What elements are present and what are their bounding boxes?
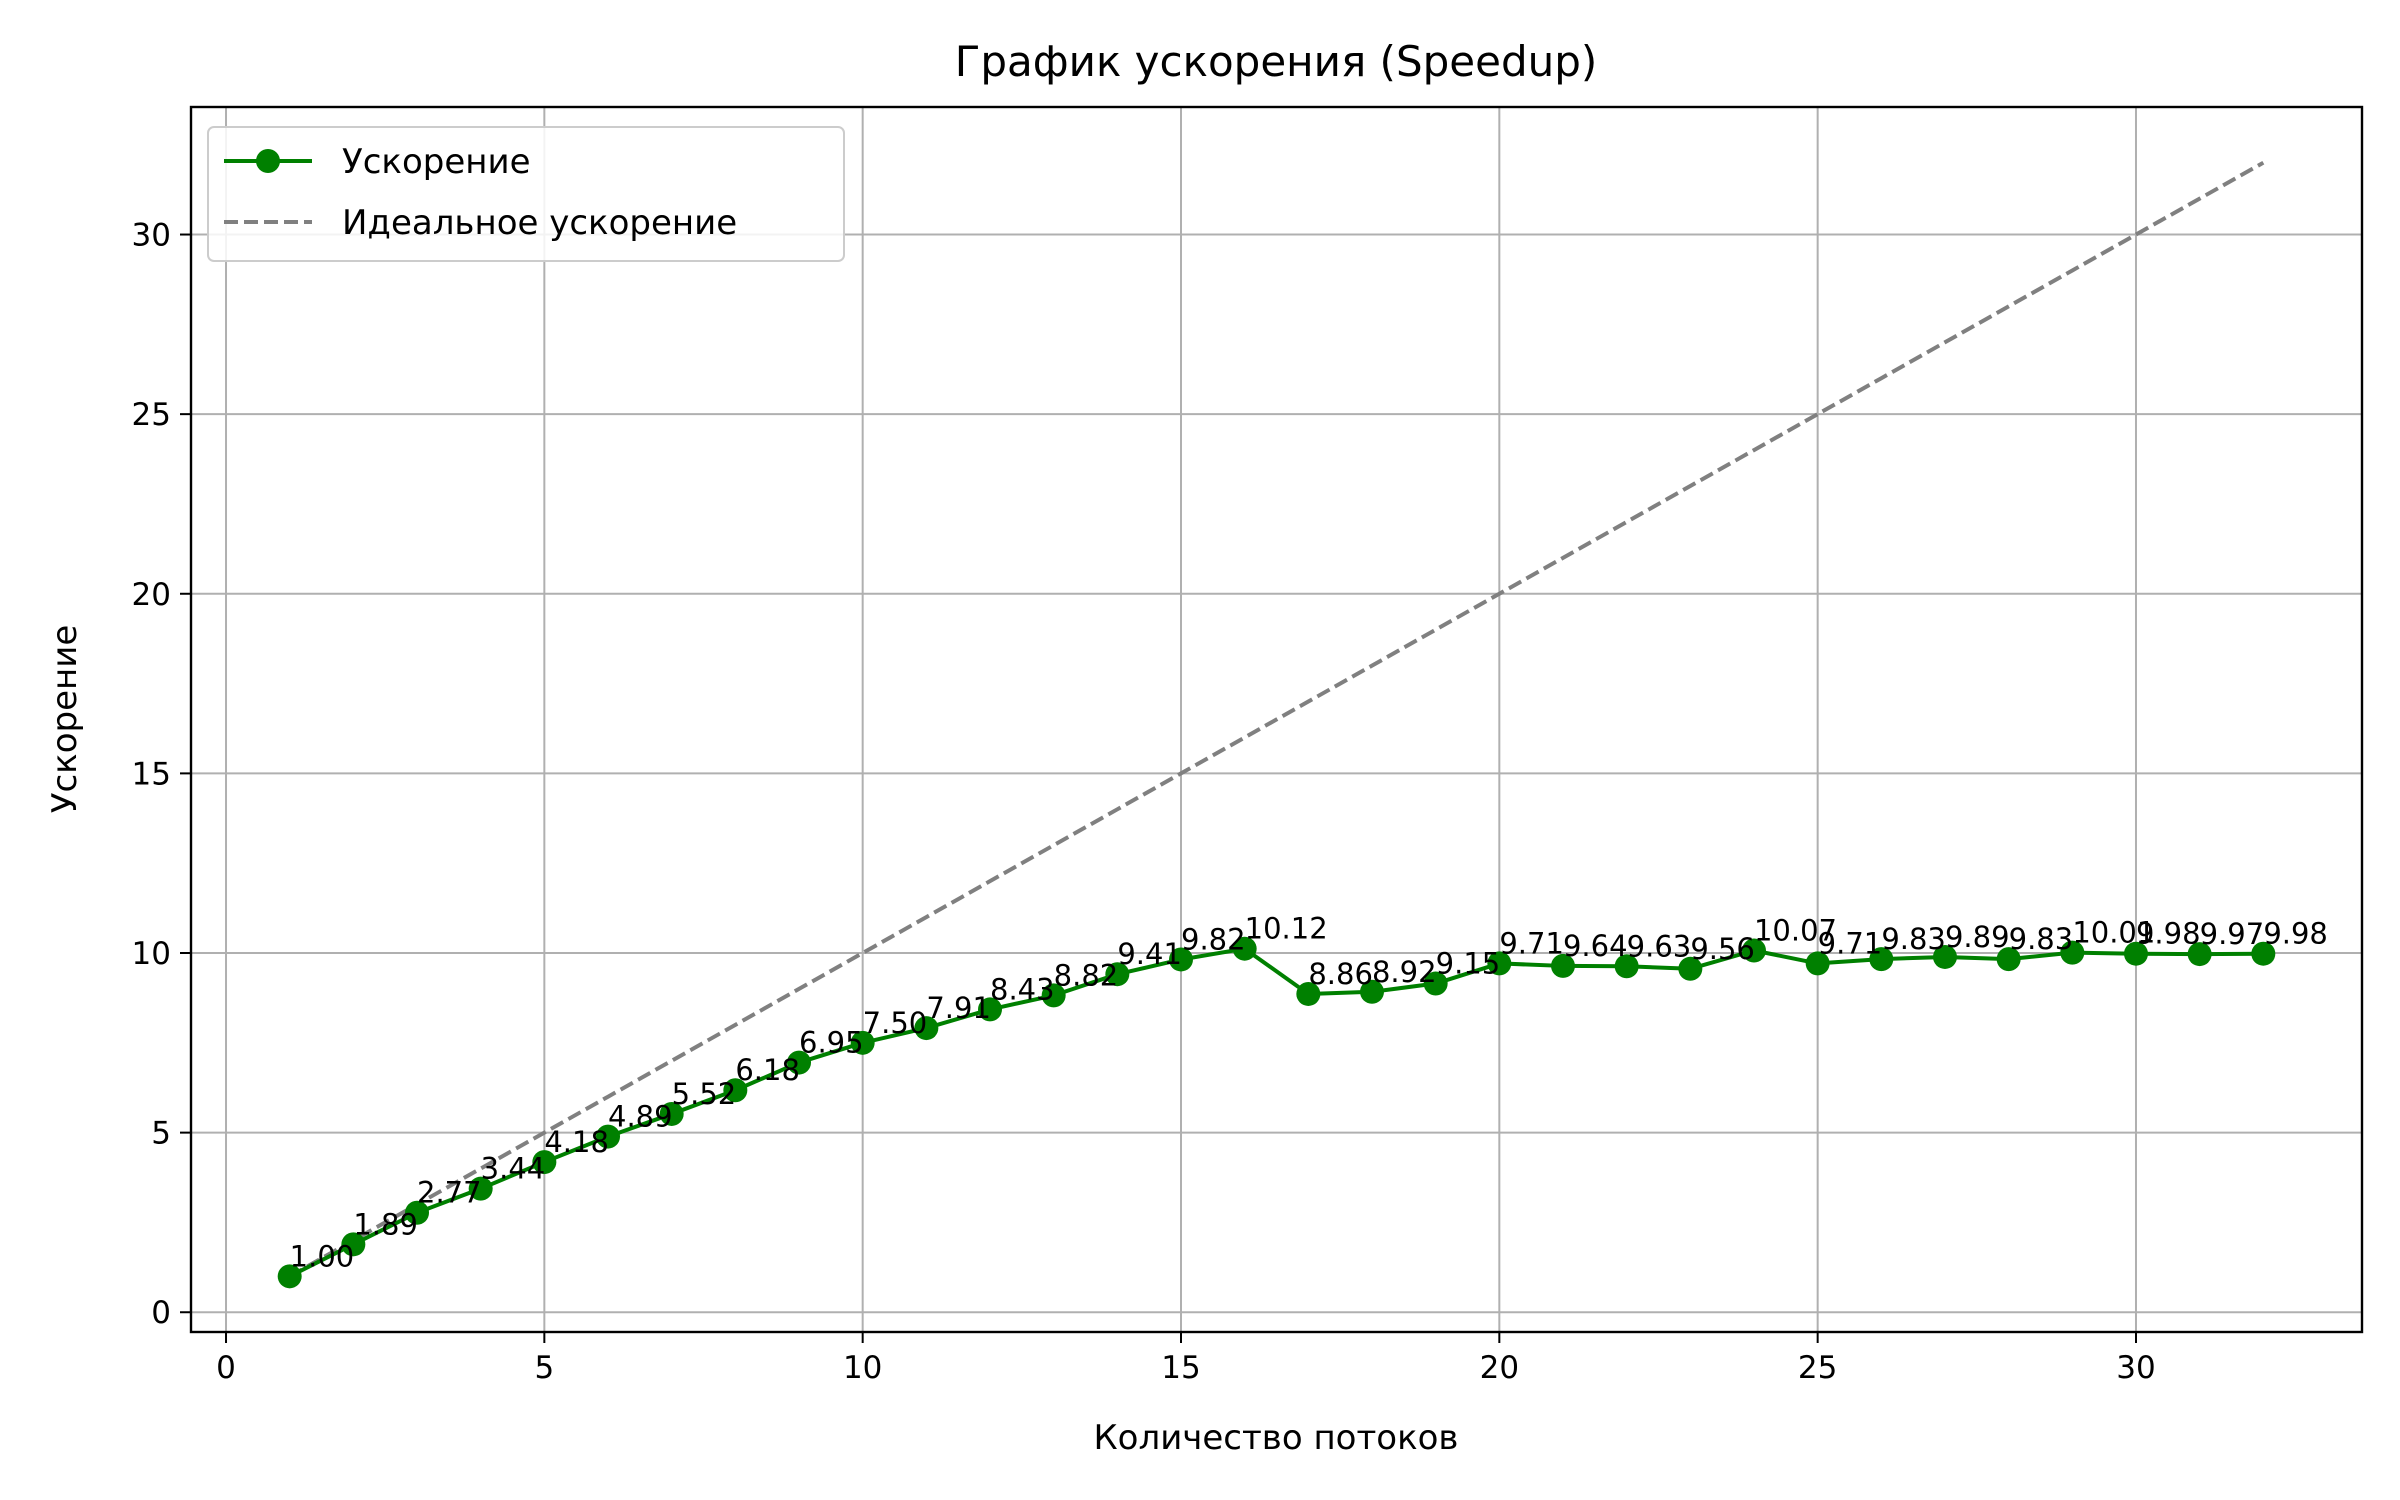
speedup-point <box>1614 954 1639 979</box>
x-tick-label: 20 <box>1480 1350 1519 1386</box>
speedup-point <box>723 1078 748 1103</box>
speedup-point <box>1678 956 1703 981</box>
speedup-point <box>978 997 1003 1022</box>
legend: Ускорение Идеальное ускорение <box>207 126 845 262</box>
speedup-point <box>1296 981 1321 1006</box>
y-tick-label: 25 <box>132 397 171 433</box>
speedup-markers <box>277 936 2276 1289</box>
speedup-point <box>2123 941 2148 966</box>
data-label: 7.91 <box>926 991 991 1025</box>
speedup-point <box>2060 940 2085 965</box>
speedup-point <box>1359 979 1384 1004</box>
speedup-point <box>850 1030 875 1055</box>
speedup-point <box>1550 953 1575 978</box>
data-label: 1.00 <box>290 1239 355 1273</box>
speedup-point <box>405 1200 430 1225</box>
speedup-line <box>288 946 2264 1279</box>
legend-box <box>207 126 845 262</box>
y-tick-label: 30 <box>132 218 171 254</box>
speedup-point <box>468 1176 493 1201</box>
data-label: 9.82 <box>1181 922 1246 956</box>
speedup-point <box>2251 941 2276 966</box>
speedup-point <box>787 1050 812 1075</box>
speedup-point <box>1805 951 1830 976</box>
legend-speedup-marker <box>256 149 280 173</box>
data-label: 9.89 <box>1945 920 2010 954</box>
speedup-point <box>914 1016 939 1041</box>
data-label: 5.52 <box>672 1077 737 1111</box>
speedup-point <box>596 1124 621 1149</box>
plot-frame <box>189 105 2364 1334</box>
data-label: 1.89 <box>353 1207 418 1241</box>
y-tick-label: 5 <box>151 1116 171 1152</box>
speedup-point <box>1169 947 1194 972</box>
data-label: 6.18 <box>735 1053 800 1087</box>
speedup-point <box>1423 971 1448 996</box>
speedup-point <box>277 1264 302 1289</box>
speedup-point <box>1741 938 1766 963</box>
x-tick-label: 30 <box>2116 1350 2155 1386</box>
x-tick-label: 10 <box>843 1350 882 1386</box>
data-label: 9.71 <box>1499 926 1564 960</box>
y-tick-label: 15 <box>132 756 171 792</box>
y-tick-label: 20 <box>132 577 171 613</box>
y-axis-title: Ускорение <box>45 625 85 814</box>
x-tick-label: 5 <box>534 1350 554 1386</box>
x-tick-label: 25 <box>1798 1350 1837 1386</box>
data-label: 9.97 <box>2200 917 2265 951</box>
legend-speedup-label: Ускорение <box>342 142 531 182</box>
data-label: 9.83 <box>1881 922 1946 956</box>
data-label: 9.98 <box>2136 917 2201 951</box>
x-tick-label: 15 <box>1161 1350 1200 1386</box>
point-labels: 1.001.892.773.444.184.895.526.186.957.50… <box>290 912 2328 1274</box>
speedup-point <box>341 1232 366 1257</box>
legend-ideal-label: Идеальное ускорение <box>342 203 737 243</box>
data-label: 3.44 <box>481 1152 546 1186</box>
y-tick-label: 0 <box>151 1295 171 1331</box>
data-label: 10.12 <box>1245 912 1328 946</box>
speedup-point <box>1932 944 1957 969</box>
speedup-point <box>1232 936 1257 961</box>
speedup-series-line <box>288 946 2264 1279</box>
data-label: 9.71 <box>1818 926 1883 960</box>
data-label: 4.89 <box>608 1100 673 1134</box>
data-label: 8.92 <box>1372 955 1437 989</box>
speedup-point <box>1041 983 1066 1008</box>
data-label: 7.50 <box>863 1006 928 1040</box>
data-label: 9.41 <box>1117 937 1182 971</box>
speedup-point <box>1869 947 1894 972</box>
chart-title: График ускорения (Speedup) <box>955 37 1598 86</box>
speedup-point <box>1487 951 1512 976</box>
ideal-series-line <box>288 160 2265 1279</box>
x-axis-title: Количество потоков <box>1094 1418 1459 1458</box>
speedup-point <box>532 1150 557 1175</box>
data-label: 8.86 <box>1308 957 1373 991</box>
data-label: 8.82 <box>1054 958 1119 992</box>
data-label: 9.63 <box>1627 929 1692 963</box>
x-axis: 0 5 10 15 20 25 30 <box>216 1332 2156 1386</box>
data-label: 2.77 <box>417 1176 482 1210</box>
data-label: 9.15 <box>1436 947 1501 981</box>
y-axis: 0 5 10 15 20 25 30 <box>132 218 191 1331</box>
y-tick-label: 10 <box>132 936 171 972</box>
speedup-point <box>2187 942 2212 967</box>
speedup-point <box>659 1101 684 1126</box>
data-label: 10.07 <box>1754 913 1837 947</box>
data-label: 4.18 <box>544 1125 609 1159</box>
data-label: 8.43 <box>990 972 1055 1006</box>
ideal-speedup-line <box>288 160 2265 1279</box>
data-label: 9.64 <box>1563 929 1628 963</box>
data-label: 10.01 <box>2072 916 2155 950</box>
x-tick-label: 0 <box>216 1350 236 1386</box>
speedup-point <box>1996 947 2021 972</box>
data-label: 9.83 <box>2009 922 2074 956</box>
data-label: 6.95 <box>799 1026 864 1060</box>
speedup-point <box>1105 962 1130 987</box>
data-label: 9.56 <box>1690 932 1755 966</box>
data-label: 9.98 <box>2263 917 2328 951</box>
